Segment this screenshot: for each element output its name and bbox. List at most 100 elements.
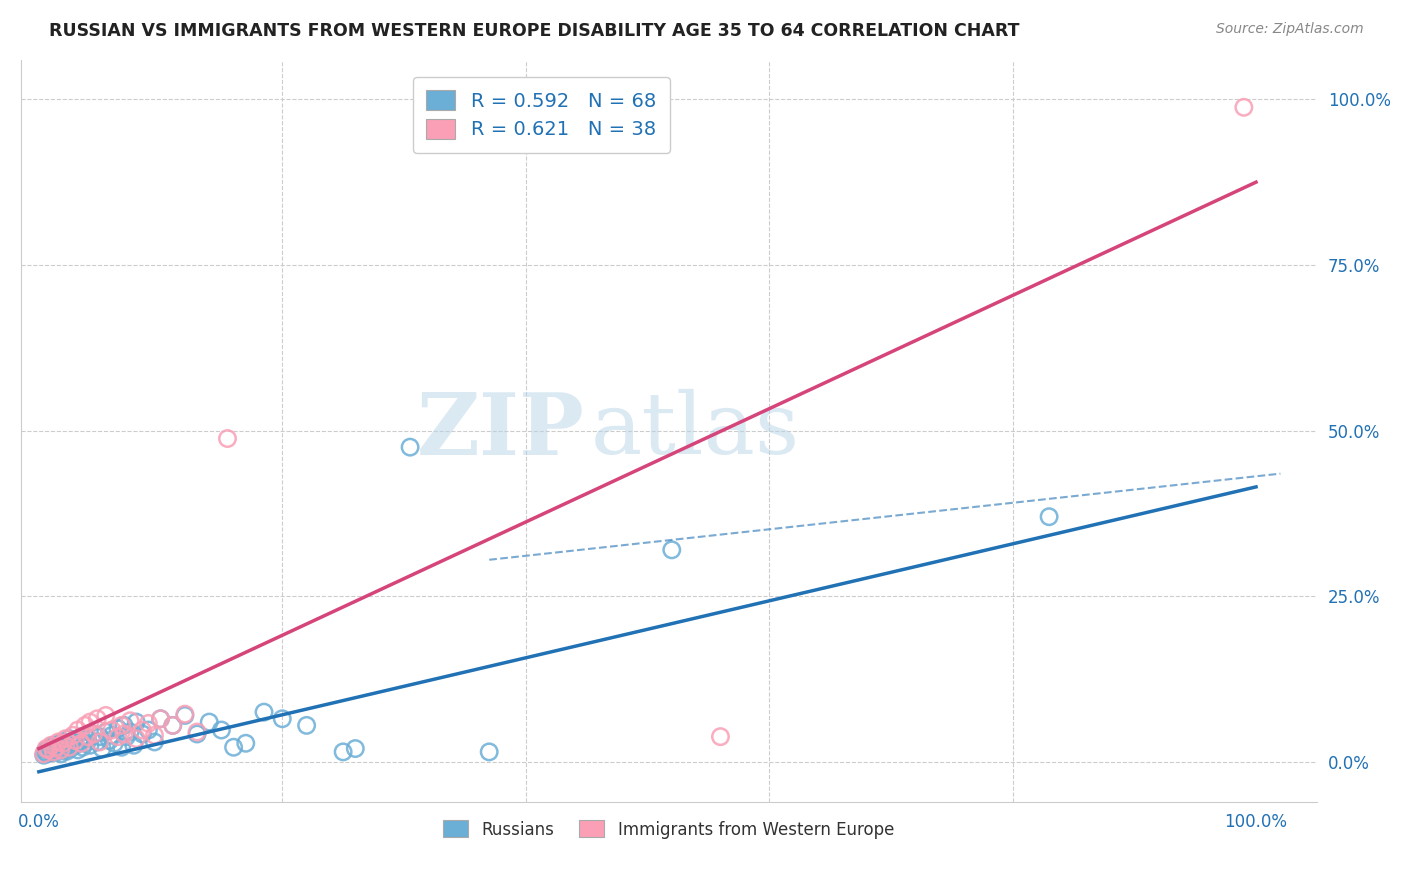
Point [59,741,82,756]
Point [75,718,97,732]
Point [76,731,98,746]
Point [38,743,60,757]
Point [101,728,124,742]
Point [42,738,65,752]
Point [65,738,87,752]
Point [162,718,184,732]
Point [46,735,69,749]
Point [55,738,77,752]
Point [46,740,69,755]
Point [295,718,318,732]
Point [56,744,79,758]
Point [70,736,93,750]
Point [143,728,166,742]
Point [661,542,683,557]
Point [399,440,422,454]
Point [186,725,208,739]
Point [52,736,75,750]
Point [131,723,153,737]
Legend: Russians, Immigrants from Western Europe: Russians, Immigrants from Western Europe [437,814,901,846]
Point [66,743,89,757]
Point [120,714,142,728]
Point [44,743,66,757]
Point [62,728,84,742]
Point [76,730,98,744]
Point [32,748,55,763]
Text: Source: ZipAtlas.com: Source: ZipAtlas.com [1216,22,1364,37]
Point [52,735,75,749]
Point [125,731,148,746]
Text: ZIP: ZIP [416,389,585,473]
Point [83,727,105,741]
Point [34,745,56,759]
Point [138,723,160,737]
Point [45,740,67,755]
Point [122,738,145,752]
Point [149,712,172,726]
Point [86,712,108,726]
Point [58,740,80,755]
Point [110,718,132,732]
Point [41,746,63,760]
Point [83,727,105,741]
Point [198,715,221,730]
Point [79,715,101,730]
Point [55,731,77,746]
Point [79,738,101,752]
Point [75,736,97,750]
Point [103,736,125,750]
Point [125,715,148,730]
Point [32,747,55,761]
Point [112,718,135,732]
Point [149,712,172,726]
Text: RUSSIAN VS IMMIGRANTS FROM WESTERN EUROPE DISABILITY AGE 35 TO 64 CORRELATION CH: RUSSIAN VS IMMIGRANTS FROM WESTERN EUROP… [49,22,1019,40]
Point [478,745,501,759]
Point [271,712,294,726]
Point [45,741,67,756]
Point [1233,100,1256,114]
Point [110,740,132,755]
Point [332,745,354,759]
Point [112,727,135,741]
Point [65,733,87,747]
Point [46,745,69,759]
Point [174,708,197,723]
Point [115,730,138,744]
Point [35,741,58,756]
Point [209,723,232,737]
Point [174,707,197,722]
Point [86,735,108,749]
Point [37,747,59,761]
Point [62,733,84,747]
Point [56,740,79,755]
Point [58,731,80,746]
Point [49,743,72,757]
Point [186,727,208,741]
Point [138,716,160,731]
Point [51,741,73,756]
Point [49,747,72,761]
Point [98,733,121,747]
Point [344,741,367,756]
Point [70,730,93,744]
Point [39,738,62,752]
Point [94,725,117,739]
Point [120,725,142,739]
Point [253,705,276,719]
Point [67,735,90,749]
Point [89,735,111,749]
Point [42,745,65,759]
Point [217,432,239,446]
Point [89,730,111,744]
Point [101,723,124,737]
Point [131,727,153,741]
Point [91,741,114,756]
Point [235,736,257,750]
Point [53,743,76,757]
Point [38,741,60,756]
Point [162,718,184,732]
Point [709,730,731,744]
Point [107,730,129,744]
Point [60,736,83,750]
Point [222,740,245,755]
